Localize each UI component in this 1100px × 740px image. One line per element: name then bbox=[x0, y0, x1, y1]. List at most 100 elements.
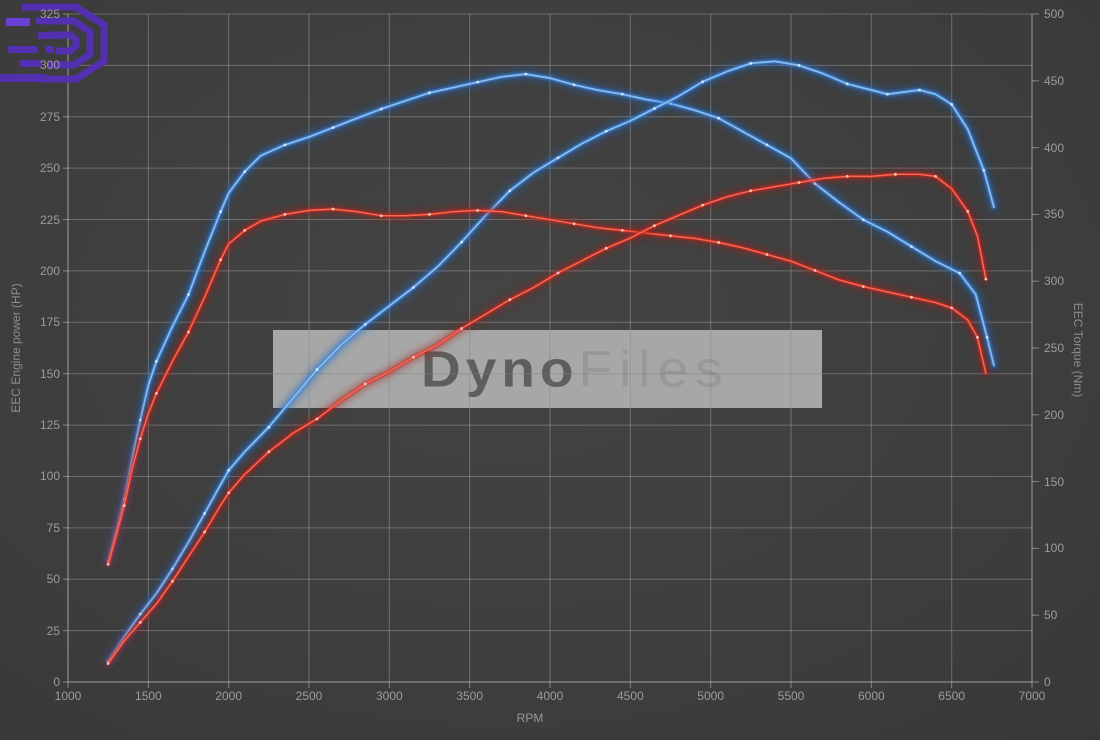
data-point bbox=[604, 129, 608, 133]
data-point bbox=[379, 214, 383, 218]
data-point bbox=[572, 222, 576, 226]
watermark-text: DynoFiles bbox=[273, 343, 730, 395]
data-point bbox=[982, 168, 986, 172]
data-point bbox=[267, 450, 271, 454]
data-point bbox=[331, 126, 335, 129]
x-tick-label: 5000 bbox=[697, 689, 725, 703]
data-point bbox=[122, 504, 126, 508]
data-point bbox=[428, 91, 431, 95]
y-right-tick-label: 100 bbox=[1044, 541, 1065, 556]
data-point bbox=[950, 306, 954, 310]
data-point bbox=[524, 214, 528, 218]
data-point bbox=[476, 208, 480, 212]
data-point bbox=[154, 392, 158, 395]
data-point bbox=[950, 103, 954, 106]
data-point bbox=[717, 116, 721, 120]
data-point bbox=[331, 207, 335, 211]
data-point bbox=[653, 224, 656, 228]
y-left-tick-label: 250 bbox=[39, 161, 60, 176]
data-point bbox=[845, 82, 849, 86]
y-left-tick-label: 75 bbox=[46, 520, 60, 535]
data-point bbox=[958, 271, 962, 275]
y-right-tick-label: 450 bbox=[1044, 73, 1065, 88]
x-tick-label: 1000 bbox=[54, 689, 82, 703]
y-left-tick-label: 225 bbox=[39, 212, 60, 227]
data-point bbox=[203, 530, 206, 534]
y-right-tick-label: 200 bbox=[1044, 407, 1065, 422]
y-right-tick-label: 250 bbox=[1044, 341, 1065, 355]
x-tick-label: 2500 bbox=[295, 689, 323, 703]
data-point bbox=[701, 203, 705, 207]
y-left-tick-label: 325 bbox=[39, 7, 60, 21]
data-point bbox=[910, 295, 913, 299]
y-left-tick-label: 150 bbox=[39, 366, 60, 381]
data-point bbox=[138, 418, 142, 422]
data-point bbox=[227, 468, 231, 472]
data-point bbox=[620, 229, 624, 232]
data-point bbox=[524, 72, 528, 76]
data-point bbox=[363, 322, 367, 326]
watermark-text-light: Files bbox=[578, 340, 730, 398]
x-tick-label: 3500 bbox=[456, 689, 484, 703]
data-point bbox=[203, 512, 206, 515]
left-axis-title: EEC Engine power (HP) bbox=[9, 283, 23, 413]
y-left-tick-label: 200 bbox=[39, 263, 60, 278]
data-point bbox=[861, 285, 865, 288]
x-tick-label: 6000 bbox=[857, 689, 885, 703]
data-point bbox=[243, 170, 247, 174]
data-point bbox=[894, 172, 897, 176]
data-point bbox=[669, 234, 672, 238]
data-point bbox=[171, 579, 174, 583]
watermark-box: DynoFiles bbox=[273, 330, 822, 408]
data-point bbox=[797, 63, 801, 67]
x-tick-label: 7000 bbox=[1018, 689, 1046, 703]
data-point bbox=[701, 80, 705, 84]
x-tick-label: 3000 bbox=[375, 689, 403, 703]
data-point bbox=[138, 620, 142, 624]
series-power-red bbox=[104, 170, 990, 667]
data-point bbox=[508, 189, 512, 193]
data-point bbox=[861, 218, 865, 222]
data-point bbox=[363, 382, 367, 386]
data-point bbox=[717, 241, 721, 244]
y-right-tick-label: 300 bbox=[1044, 274, 1065, 289]
data-point bbox=[460, 327, 464, 330]
data-point bbox=[171, 567, 174, 571]
data-point bbox=[227, 491, 231, 495]
data-point bbox=[187, 293, 190, 296]
data-point bbox=[934, 174, 937, 178]
data-point bbox=[984, 277, 988, 281]
y-left-tick-label: 50 bbox=[46, 572, 60, 587]
data-point bbox=[476, 80, 480, 84]
data-point bbox=[243, 229, 247, 232]
y-right-tick-label: 150 bbox=[1044, 474, 1065, 489]
data-point bbox=[508, 298, 512, 302]
data-point bbox=[813, 269, 817, 272]
data-point bbox=[138, 612, 142, 616]
y-left-tick-label: 0 bbox=[53, 675, 60, 689]
data-point bbox=[138, 437, 142, 441]
x-tick-label: 4500 bbox=[616, 689, 644, 703]
y-left-tick-label: 175 bbox=[39, 315, 60, 330]
y-left-tick-label: 275 bbox=[39, 109, 60, 124]
watermark-text-bold: Dyno bbox=[421, 340, 579, 398]
series-torque-red bbox=[104, 205, 990, 568]
data-point bbox=[572, 83, 576, 87]
data-point bbox=[918, 88, 921, 92]
data-point bbox=[765, 143, 769, 147]
data-point bbox=[428, 213, 431, 216]
series-power-blue bbox=[104, 57, 998, 666]
data-point bbox=[106, 563, 110, 566]
y-left-tick-label: 300 bbox=[39, 58, 60, 73]
y-right-tick-label: 400 bbox=[1044, 140, 1065, 155]
x-tick-label: 4000 bbox=[536, 689, 564, 703]
dynofiles-logo-icon bbox=[0, 3, 108, 83]
x-tick-label: 6500 bbox=[938, 689, 966, 703]
data-point bbox=[267, 425, 271, 429]
data-point bbox=[749, 189, 753, 193]
data-point bbox=[379, 107, 383, 111]
data-point bbox=[412, 285, 415, 289]
data-point bbox=[412, 355, 415, 359]
x-axis-title: RPM bbox=[516, 711, 544, 725]
